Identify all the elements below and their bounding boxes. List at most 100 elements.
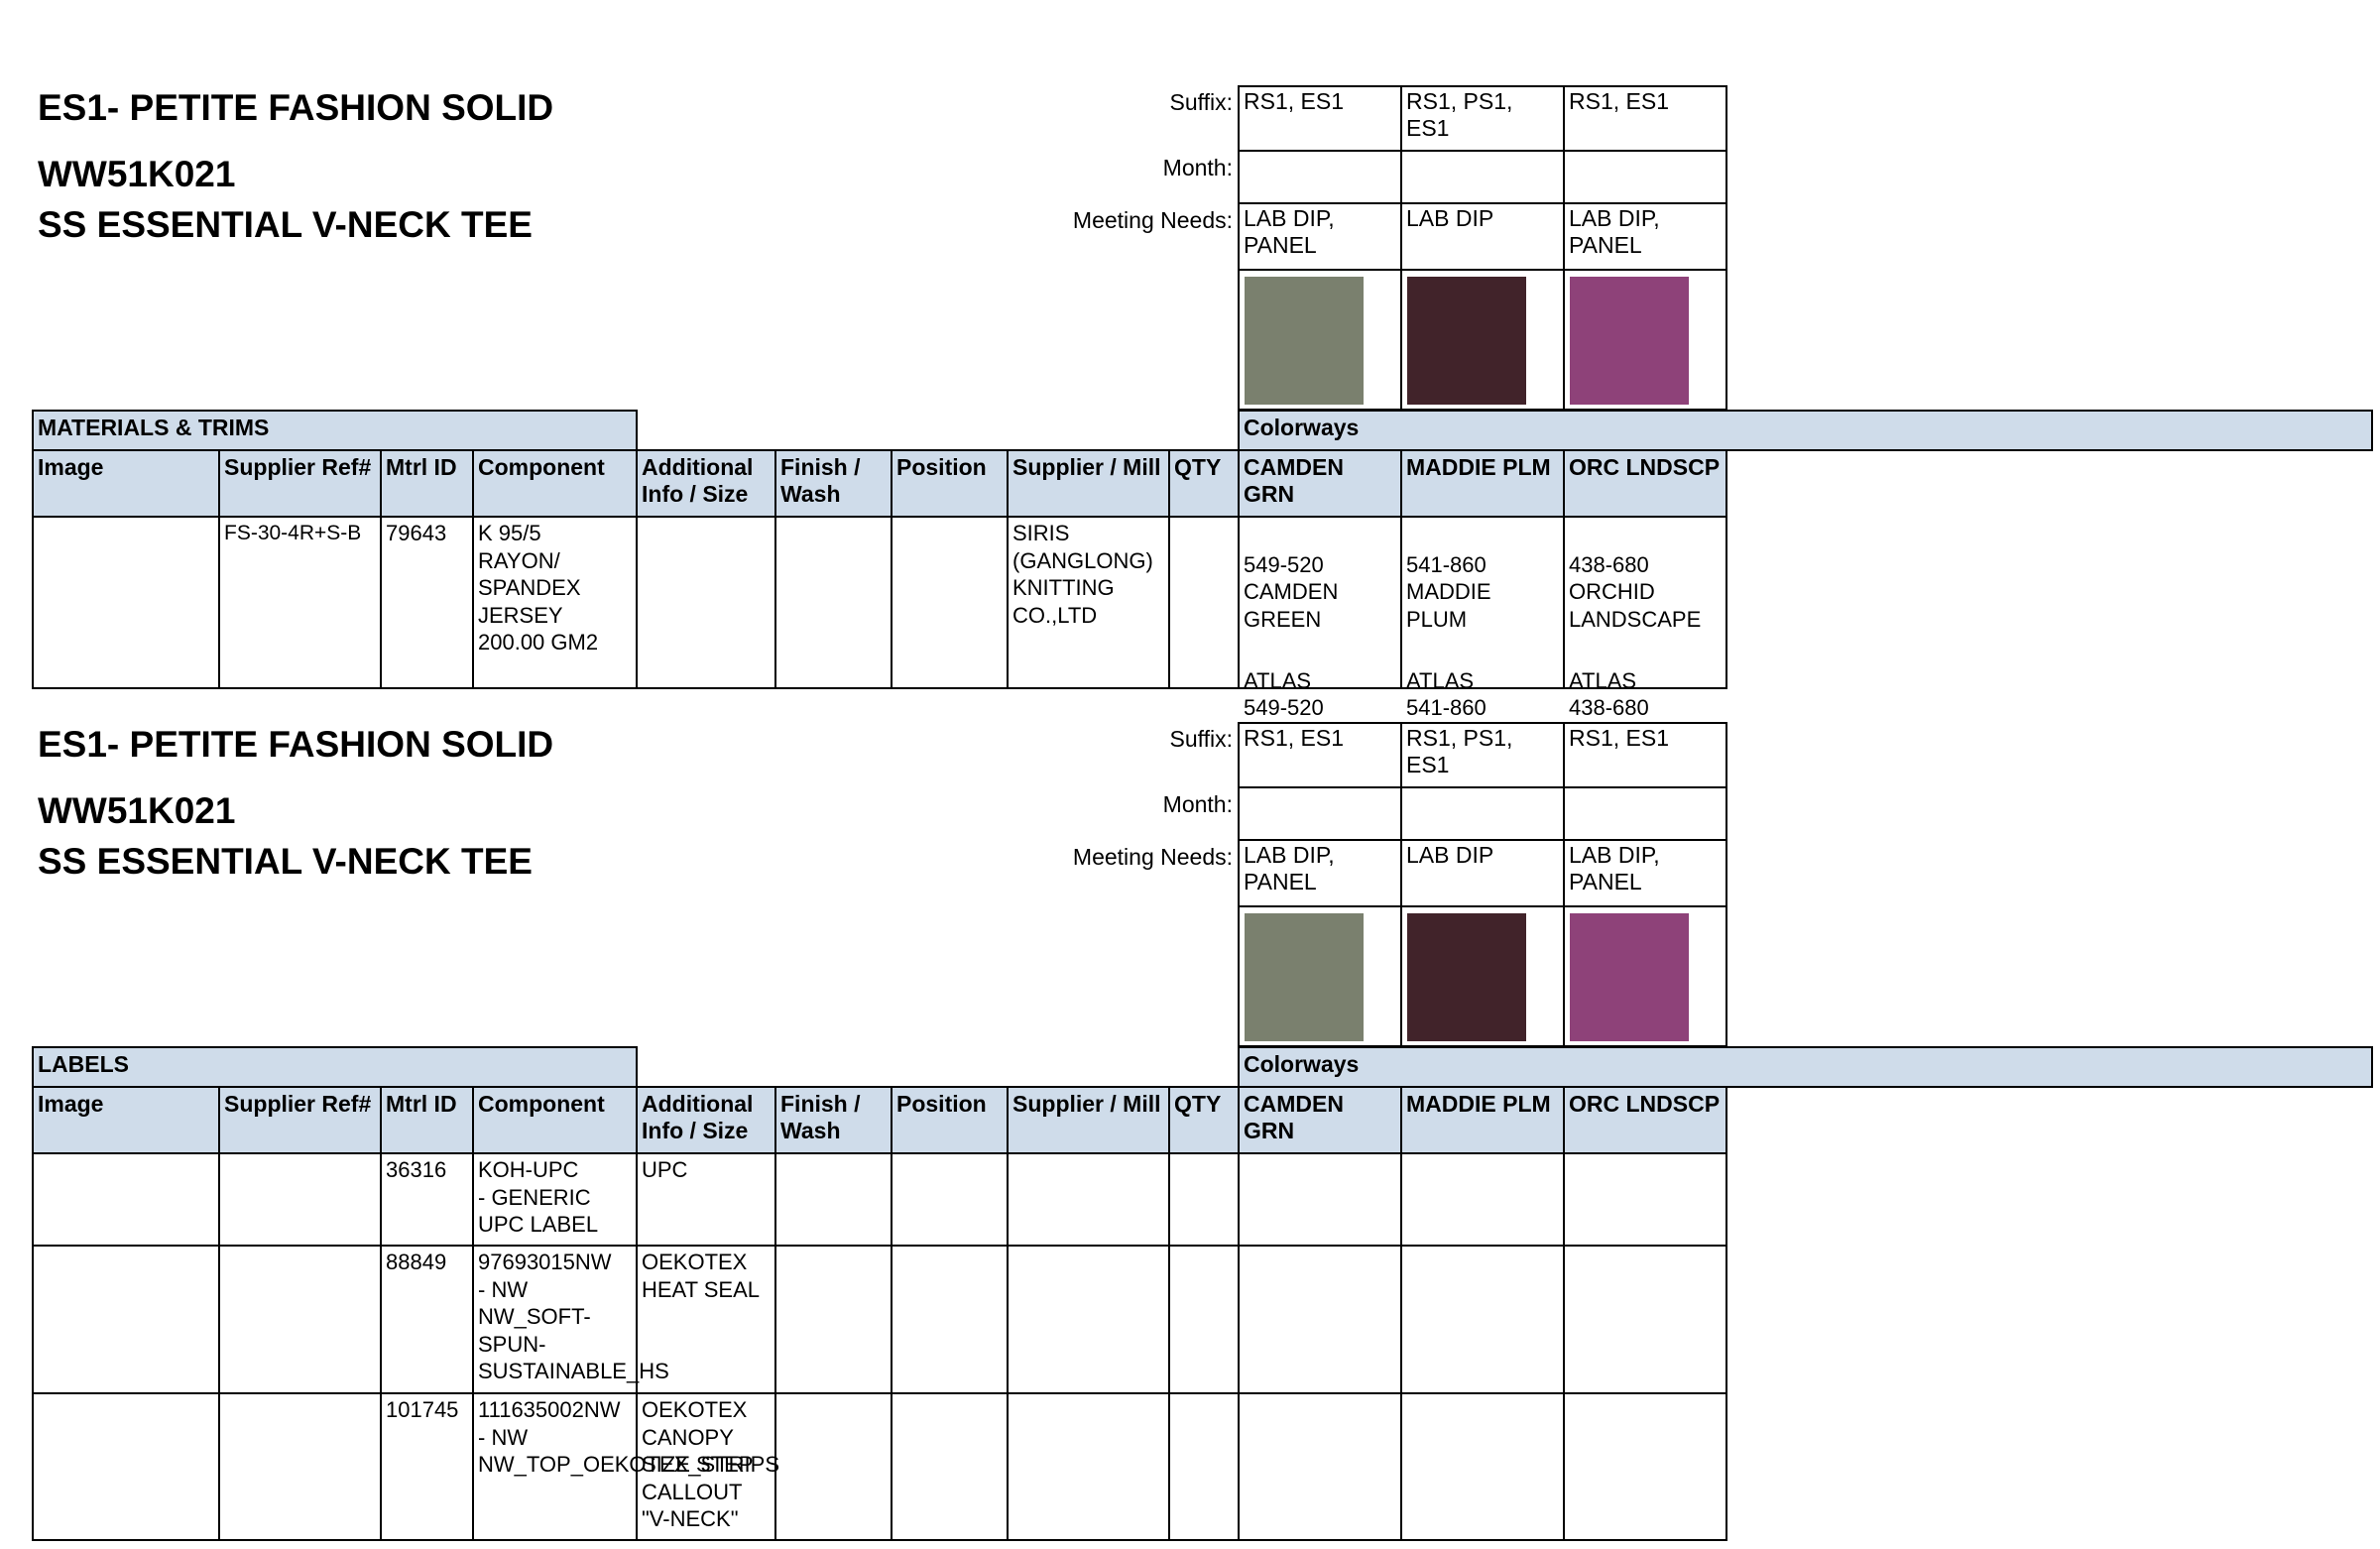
colorway-color-name: 438-680 ORCHID LANDSCAPE [1569, 551, 1702, 632]
col-header-supplier-ref: Supplier Ref# [218, 449, 382, 518]
col-header-image: Image [32, 449, 220, 518]
table-row-cell [1563, 1152, 1727, 1247]
month-value [1563, 150, 1727, 204]
table-row-cell [1168, 1245, 1240, 1394]
color-swatch-camden-green [1245, 277, 1364, 405]
style-season-title: ES1- PETITE FASHION SOLID [38, 724, 554, 765]
color-swatch-maddie-plum [1407, 277, 1526, 405]
table-row-cell [32, 1392, 220, 1541]
color-swatch-orchid-landscape [1570, 277, 1689, 405]
month-label: Month: [1162, 791, 1233, 817]
col-header-component: Component [472, 449, 638, 518]
style-name: SS ESSENTIAL V-NECK TEE [38, 841, 533, 882]
cell-additional-info: UPC [636, 1152, 776, 1247]
col-header-position: Position [891, 449, 1009, 518]
table-row-cell [218, 1392, 382, 1541]
meeting-needs-value: LAB DIP [1400, 839, 1565, 907]
suffix-value: RS1, PS1, ES1 [1400, 85, 1565, 152]
meeting-needs-value: LAB DIP, PANEL [1238, 839, 1402, 907]
suffix-label: Suffix: [1169, 89, 1234, 115]
col-header-colorway-camden: CAMDEN GRN [1238, 1086, 1402, 1154]
cell-mtrl-id: 101745 [380, 1392, 474, 1541]
month-value [1238, 786, 1402, 841]
table-row-cell [891, 1245, 1009, 1394]
bom-section-materials: ES1- PETITE FASHION SOLID WW51K021 SS ES… [0, 0, 2380, 720]
colorway-atlas-code: ATLAS 438-680 [1569, 667, 1649, 721]
col-header-supplier-ref: Supplier Ref# [218, 1086, 382, 1154]
colorway-atlas-code: ATLAS 549-520 [1244, 667, 1324, 721]
bom-section-labels: ES1- PETITE FASHION SOLID WW51K021 SS ES… [0, 637, 2380, 1549]
col-header-mtrl-id: Mtrl ID [380, 449, 474, 518]
color-swatch-orchid-landscape [1570, 913, 1689, 1041]
table-row-cell [1238, 1152, 1402, 1247]
col-header-colorway-orchid: ORC LNDSCP [1563, 449, 1727, 518]
table-row-cell [891, 1152, 1009, 1247]
month-value [1238, 150, 1402, 204]
col-header-colorway-maddie: MADDIE PLM [1400, 449, 1565, 518]
suffix-value: RS1, ES1 [1238, 722, 1402, 788]
cell-colorway-camden: 549-520 CAMDEN GREEN ATLAS 549-520 [1238, 516, 1402, 720]
cell-additional-info: OEKOTEX CANOPY SIZE STEP CALLOUT "V-NECK… [636, 1392, 776, 1541]
table-row-cell [32, 1152, 220, 1247]
colorway-color-name: 541-860 MADDIE PLUM [1406, 551, 1491, 632]
cell-colorway-orchid: 438-680 ORCHID LANDSCAPE ATLAS 438-680 [1563, 516, 1727, 720]
col-header-colorway-maddie: MADDIE PLM [1400, 1086, 1565, 1154]
cell-component: 97693015NW - NW NW_SOFT- SPUN- SUSTAINAB… [472, 1245, 669, 1394]
colorway-atlas-code: ATLAS 541-860 [1406, 667, 1487, 721]
col-header-additional-info: Additional Info / Size [636, 449, 776, 518]
meeting-needs-label: Meeting Needs: [1072, 844, 1233, 870]
cell-component: K 95/5 RAYON/ SPANDEX JERSEY 200.00 GM2 [472, 516, 638, 689]
meeting-needs-value: LAB DIP [1400, 202, 1565, 271]
table-row-cell [891, 1392, 1009, 1541]
col-header-image: Image [32, 1086, 220, 1154]
col-header-colorway-orchid: ORC LNDSCP [1563, 1086, 1727, 1154]
cell-colorway-maddie: 541-860 MADDIE PLUM ATLAS 541-860 [1400, 516, 1565, 720]
table-row-cell [1400, 1152, 1565, 1247]
month-label: Month: [1162, 155, 1233, 180]
table-row-cell [1563, 1245, 1727, 1394]
meeting-needs-value: LAB DIP, PANEL [1563, 839, 1727, 907]
table-row-cell [1238, 1245, 1402, 1394]
table-row-cell [218, 1152, 382, 1247]
section-group-title: LABELS [32, 1046, 638, 1088]
col-header-colorway-camden: CAMDEN GRN [1238, 449, 1402, 518]
color-swatch-camden-green [1245, 913, 1364, 1041]
col-header-component: Component [472, 1086, 638, 1154]
table-row-cell [1007, 1152, 1170, 1247]
table-row-cell [1007, 1245, 1170, 1394]
cell-component: KOH-UPC - GENERIC UPC LABEL [472, 1152, 638, 1247]
table-row-cell [218, 1245, 382, 1394]
month-value [1400, 786, 1565, 841]
colorways-group-title: Colorways [1238, 410, 2373, 451]
colorways-group-title: Colorways [1238, 1046, 2373, 1088]
cell-supplier-mill: SIRIS (GANGLONG) KNITTING CO.,LTD [1007, 516, 1170, 689]
col-header-finish-wash: Finish / Wash [774, 449, 892, 518]
col-header-supplier-mill: Supplier / Mill [1007, 449, 1170, 518]
table-row-cell [774, 1152, 892, 1247]
col-header-additional-info: Additional Info / Size [636, 1086, 776, 1154]
table-row-cell [1238, 1392, 1402, 1541]
suffix-value: RS1, PS1, ES1 [1400, 722, 1565, 788]
meeting-needs-value: LAB DIP, PANEL [1563, 202, 1727, 271]
col-header-position: Position [891, 1086, 1009, 1154]
style-number: WW51K021 [38, 790, 236, 831]
suffix-value: RS1, ES1 [1563, 722, 1727, 788]
suffix-value: RS1, ES1 [1563, 85, 1727, 152]
style-number: WW51K021 [38, 154, 236, 194]
meeting-needs-label: Meeting Needs: [1072, 207, 1233, 233]
table-row-cell [1400, 1392, 1565, 1541]
table-row-cell [1563, 1392, 1727, 1541]
table-row-cell [1400, 1245, 1565, 1394]
cell-mtrl-id: 36316 [380, 1152, 474, 1247]
suffix-label: Suffix: [1169, 726, 1234, 752]
table-row-cell [774, 1245, 892, 1394]
table-row-cell [32, 1245, 220, 1394]
suffix-value: RS1, ES1 [1238, 85, 1402, 152]
month-value [1563, 786, 1727, 841]
col-header-mtrl-id: Mtrl ID [380, 1086, 474, 1154]
table-row-cell [774, 1392, 892, 1541]
cell-mtrl-id: 88849 [380, 1245, 474, 1394]
col-header-qty: QTY [1168, 449, 1240, 518]
color-swatch-maddie-plum [1407, 913, 1526, 1041]
table-row-cell [1007, 1392, 1170, 1541]
